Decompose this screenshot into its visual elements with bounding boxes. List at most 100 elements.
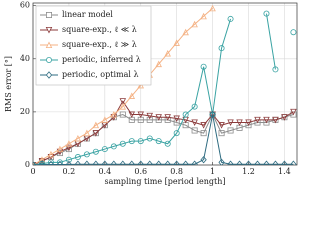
data-point: [119, 111, 126, 118]
data-point: [200, 63, 207, 70]
data-point: [137, 111, 145, 119]
data-point: [47, 160, 55, 165]
data-point: [74, 154, 81, 161]
data-point: [218, 130, 225, 137]
data-point: [128, 160, 135, 165]
plot-frame: [32, 2, 298, 166]
data-point: [56, 160, 64, 165]
x-tick-label: 0.8: [170, 167, 183, 176]
legend-label: linear model: [62, 10, 113, 19]
data-point: [92, 121, 100, 129]
x-tick-label: 0: [30, 167, 35, 176]
data-point: [209, 110, 216, 119]
data-point: [110, 143, 117, 150]
series-line: [33, 7, 213, 165]
data-point: [191, 20, 198, 28]
series-line: [33, 113, 294, 165]
data-point: [191, 160, 198, 165]
data-point: [200, 155, 207, 164]
data-point: [38, 156, 46, 163]
y-axis-label: RMS error [°]: [4, 56, 13, 112]
data-point: [254, 116, 261, 124]
y-tick-label: 0: [25, 160, 30, 169]
data-point: [74, 160, 82, 165]
data-point: [155, 138, 162, 145]
x-tick-label: 1.2: [242, 167, 255, 176]
data-point: [146, 112, 153, 120]
y-tick-label: 20: [20, 107, 30, 116]
legend-marker: [46, 11, 53, 18]
data-point: [65, 140, 73, 147]
data-point: [119, 103, 127, 110]
data-point: [173, 160, 180, 165]
data-point: [218, 158, 225, 165]
data-point: [272, 116, 279, 124]
data-point: [110, 111, 118, 118]
data-point: [182, 28, 189, 36]
data-point: [83, 151, 90, 158]
data-point: [227, 127, 234, 134]
data-point: [290, 160, 297, 165]
data-point: [272, 160, 279, 165]
data-point: [65, 156, 72, 163]
data-point: [245, 160, 252, 165]
data-point: [263, 116, 270, 124]
data-point: [290, 29, 297, 36]
data-point: [272, 66, 279, 73]
data-point: [191, 103, 198, 110]
data-point: [38, 160, 46, 165]
series-line: [33, 100, 294, 165]
data-point: [290, 108, 297, 116]
data-point: [164, 49, 171, 57]
data-point: [164, 140, 171, 147]
data-point: [155, 114, 162, 121]
data-point: [110, 160, 117, 165]
data-point: [146, 135, 153, 142]
data-point: [137, 138, 144, 145]
data-point: [101, 160, 108, 165]
data-point: [137, 160, 144, 165]
data-point: [33, 161, 37, 165]
data-point: [263, 10, 270, 17]
chart: sampling time [period length] RMS error …: [4, 1, 298, 186]
data-point: [155, 160, 162, 165]
data-point: [236, 119, 243, 127]
legend-marker: [45, 71, 53, 79]
data-point: [218, 122, 225, 129]
data-point: [146, 116, 153, 123]
x-axis-label: sampling time [period length]: [104, 177, 225, 186]
legend-label: square-exp., ℓ ≪ λ: [62, 25, 137, 34]
data-point: [164, 114, 171, 121]
data-point: [65, 160, 73, 165]
data-point: [92, 148, 99, 155]
x-tick-label: 0.4: [98, 167, 111, 176]
data-point: [119, 140, 126, 147]
data-point: [101, 146, 108, 153]
data-point: [263, 160, 270, 165]
x-tick-label: 1: [210, 167, 215, 176]
data-point: [83, 129, 91, 137]
data-point: [200, 130, 207, 137]
data-point: [92, 160, 99, 165]
legend-label: periodic, inferred λ: [62, 55, 141, 64]
data-point: [173, 39, 180, 46]
data-point: [227, 119, 234, 127]
data-point: [182, 160, 189, 165]
data-point: [128, 111, 136, 119]
data-point: [182, 111, 189, 118]
data-point: [155, 60, 162, 68]
data-point: [191, 127, 198, 134]
data-point: [191, 119, 198, 127]
data-point: [92, 130, 100, 137]
legend-label: periodic, optimal λ: [62, 70, 139, 79]
data-point: [137, 81, 145, 89]
y-tick-label: 60: [20, 1, 30, 10]
data-point: [227, 15, 234, 22]
legend-marker: [45, 41, 53, 48]
y-tick-label: 40: [20, 54, 30, 63]
data-point: [146, 160, 153, 165]
x-tick-label: 0.6: [134, 167, 147, 176]
legend-marker: [45, 26, 53, 34]
data-point: [83, 160, 90, 165]
data-point: [173, 130, 180, 137]
